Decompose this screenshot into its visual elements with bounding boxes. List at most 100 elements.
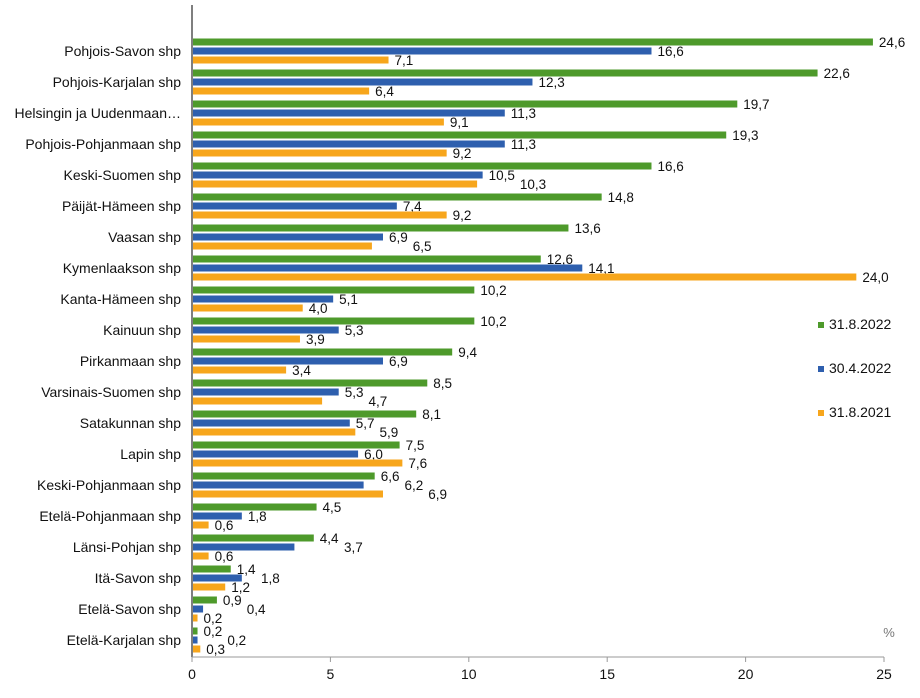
x-tick-label: 0 [188,666,196,682]
data-label: 6,9 [428,487,447,502]
bar-31.8.2021 [193,149,447,157]
data-label: 0,9 [223,593,242,608]
bar-31.8.2022 [193,224,569,232]
bar-30.4.2022 [193,109,505,117]
data-label: 4,5 [323,500,342,515]
bar-31.8.2022 [193,596,217,604]
data-label: 9,4 [458,345,477,360]
data-label: 5,1 [339,292,358,307]
bar-30.4.2022 [193,543,295,551]
data-label: 7,6 [408,456,427,471]
category-label: Päijät-Hämeen shp [62,198,181,214]
bar-31.8.2021 [193,521,209,529]
category-label: Satakunnan shp [80,415,181,431]
bar-31.8.2021 [193,552,209,560]
bar-31.8.2021 [193,428,356,436]
bar-30.4.2022 [193,481,364,489]
data-label: 4,4 [320,531,339,546]
bar-31.8.2022 [193,100,738,108]
category-label: Keski-Suomen shp [63,167,181,183]
bar-31.8.2021 [193,614,198,622]
category-label: Pirkanmaan shp [80,353,181,369]
bar-30.4.2022 [193,450,359,458]
bar-30.4.2022 [193,574,242,582]
bar-31.8.2022 [193,69,818,77]
category-label: Pohjois-Savon shp [64,43,181,59]
data-label: 12,6 [547,252,573,267]
data-label: 7,5 [406,438,425,453]
category-label: Etelä-Pohjanmaan shp [39,508,181,524]
bar-31.8.2021 [193,583,226,591]
data-label: 8,5 [433,376,452,391]
category-label: Länsi-Pohjan shp [73,539,181,555]
data-label: 11,3 [511,137,536,152]
x-tick-label: 25 [876,666,892,682]
bar-31.8.2022 [193,193,602,201]
legend-marker [818,366,824,372]
x-tick-label: 10 [461,666,477,682]
data-label: 7,1 [395,53,414,68]
data-label: 3,4 [292,363,311,378]
data-label: 19,3 [732,128,758,143]
data-label: 10,3 [520,177,546,192]
bar-30.4.2022 [193,636,198,644]
data-label: 1,8 [248,509,267,524]
data-label: 24,0 [862,270,888,285]
bar-31.8.2022 [193,348,453,356]
bar-31.8.2022 [193,131,727,139]
bar-30.4.2022 [193,202,397,210]
legend-marker [818,322,824,328]
bar-31.8.2021 [193,459,403,467]
data-label: 14,8 [608,190,634,205]
data-label: 10,2 [480,283,506,298]
data-label: 0,3 [206,642,225,657]
data-label: 19,7 [743,97,769,112]
bar-30.4.2022 [193,47,652,55]
category-label: Itä-Savon shp [95,570,182,586]
bar-30.4.2022 [193,512,242,520]
data-label: 1,2 [231,580,250,595]
bar-31.8.2022 [193,472,375,480]
data-label: 9,2 [453,208,472,223]
bar-31.8.2021 [193,180,478,188]
data-label: 0,2 [227,633,246,648]
data-label: 12,3 [538,75,564,90]
data-label: 9,2 [453,146,472,161]
category-label: Kanta-Hämeen shp [60,291,181,307]
x-unit-label: % [883,625,895,640]
data-label: 5,3 [345,385,364,400]
data-label: 16,6 [657,159,683,174]
category-label: Etelä-Karjalan shp [67,632,182,648]
data-label: 16,6 [657,44,683,59]
data-label: 6,9 [389,354,408,369]
data-label: 9,1 [450,115,469,130]
bar-30.4.2022 [193,357,383,365]
bar-30.4.2022 [193,605,204,613]
bar-31.8.2022 [193,286,475,294]
legend-label: 31.8.2021 [829,404,891,420]
data-label: 5,3 [345,323,364,338]
data-label: 1,4 [237,562,256,577]
data-label: 22,6 [824,66,850,81]
category-label: Helsingin ja Uudenmaan… [14,105,181,121]
data-label: 14,1 [588,261,614,276]
bar-31.8.2022 [193,503,317,511]
bar-31.8.2022 [193,38,873,46]
bar-31.8.2022 [193,162,652,170]
category-label: Vaasan shp [108,229,181,245]
data-label: 4,0 [309,301,328,316]
bar-31.8.2021 [193,366,287,374]
bar-30.4.2022 [193,295,334,303]
bar-31.8.2022 [193,565,231,573]
category-label: Pohjois-Karjalan shp [53,74,182,90]
bar-31.8.2021 [193,118,444,126]
bar-31.8.2022 [193,627,198,635]
data-label: 3,7 [344,540,363,555]
data-label: 8,1 [422,407,441,422]
bar-31.8.2022 [193,410,417,418]
data-label: 5,7 [356,416,375,431]
data-label: 6,6 [381,469,400,484]
bar-31.8.2021 [193,335,300,343]
category-label: Kymenlaakson shp [63,260,182,276]
